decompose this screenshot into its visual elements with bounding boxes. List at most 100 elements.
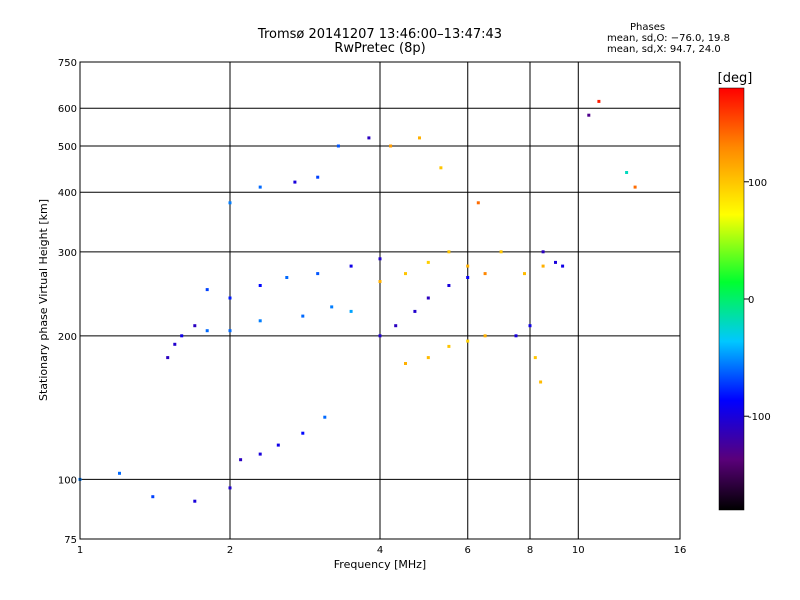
data-point [316,175,320,179]
data-point [404,272,407,276]
chart-subtitle: RwPretec (8p) [334,41,426,56]
x-tick-label: 16 [674,545,687,556]
data-point [258,185,262,189]
x-tick-label: 4 [377,545,383,556]
data-point [597,99,601,103]
data-point [499,250,503,254]
y-tick-label: 100 [58,475,77,486]
data-point [426,260,430,264]
data-point [466,264,470,268]
data-point [413,309,417,313]
data-point [205,329,209,333]
y-tick-label: 600 [58,104,77,115]
data-point [193,324,197,328]
plot-frame [79,61,681,540]
phase-stats-o: mean, sd,O: −76.0, 19.8 [607,33,730,44]
y-tick-label: 75 [64,535,77,546]
data-point [228,329,232,333]
data-point [330,305,334,309]
data-point [323,415,327,419]
data-point [228,296,232,300]
data-point [180,334,184,338]
x-axis-label: Frequency [MHz] [334,558,426,571]
x-tick-label: 8 [527,545,533,556]
y-tick-label: 500 [58,142,77,153]
data-point [349,264,353,268]
data-point [447,250,451,254]
data-point [228,486,232,490]
x-tick-label: 6 [465,545,471,556]
data-point [118,471,121,475]
data-point [404,362,407,365]
data-point [476,201,480,205]
data-point [173,342,177,346]
data-point [258,452,262,456]
data-point [539,380,543,384]
data-point [483,272,487,276]
data-point [447,344,451,348]
data-point [514,334,518,338]
data-point [633,185,637,189]
x-tick-label: 1 [77,545,83,556]
x-tick-label: 10 [572,545,585,556]
data-point [541,264,545,268]
y-axis-ticks: 75 100 200 300 400 500 600 750 [58,58,77,546]
data-point [447,284,451,287]
colorbar-tick-label: 100 [748,178,767,189]
data-point [205,288,209,292]
data-point [228,201,232,205]
data-point [258,284,262,287]
data-point [533,356,537,360]
data-point [561,264,565,268]
data-point [483,334,487,338]
data-point [301,431,305,435]
data-point [541,250,545,254]
y-tick-label: 300 [58,248,77,259]
data-point [166,356,170,360]
data-point [394,324,398,328]
data-points [78,99,637,503]
data-point [466,339,470,343]
data-point [554,260,557,264]
chart-title: Tromsø 20141207 13:46:00–13:47:43 [257,27,503,42]
phase-stats-x: mean, sd,X: 94.7, 24.0 [607,44,721,55]
data-point [587,113,591,117]
data-point [193,499,197,503]
x-axis-ticks: 1 2 4 6 8 10 16 [77,545,687,556]
plot-grid [80,62,680,539]
x-tick-label: 2 [227,545,233,556]
data-point [239,458,243,462]
data-point [378,334,382,338]
data-point [523,272,526,276]
data-point [378,257,382,261]
data-point [426,356,430,360]
phase-stats-heading: Phases [630,22,666,33]
colorbar [718,87,745,511]
colorbar-tick-label: 0 [748,295,754,306]
colorbar-tick-label: -100 [748,412,771,423]
data-point [316,272,320,276]
data-point [367,136,371,140]
data-point [625,171,629,174]
data-point [151,495,155,499]
y-tick-label: 200 [58,332,77,343]
data-point [528,324,532,328]
data-point [258,319,262,323]
colorbar-unit: [deg] [718,71,753,86]
y-tick-label: 750 [58,58,77,69]
data-point [378,280,382,283]
data-point [349,309,353,313]
data-point [336,144,340,148]
data-point [466,276,470,279]
data-point [426,296,430,300]
y-axis-label: Stationary phase Virtual Height [km] [37,199,50,401]
data-point [276,443,280,447]
data-point [285,276,289,279]
y-tick-label: 400 [58,188,77,199]
data-point [418,136,421,140]
colorbar-ticks: 100 0 -100 [744,178,771,423]
data-point [439,166,443,170]
data-point [293,180,297,184]
